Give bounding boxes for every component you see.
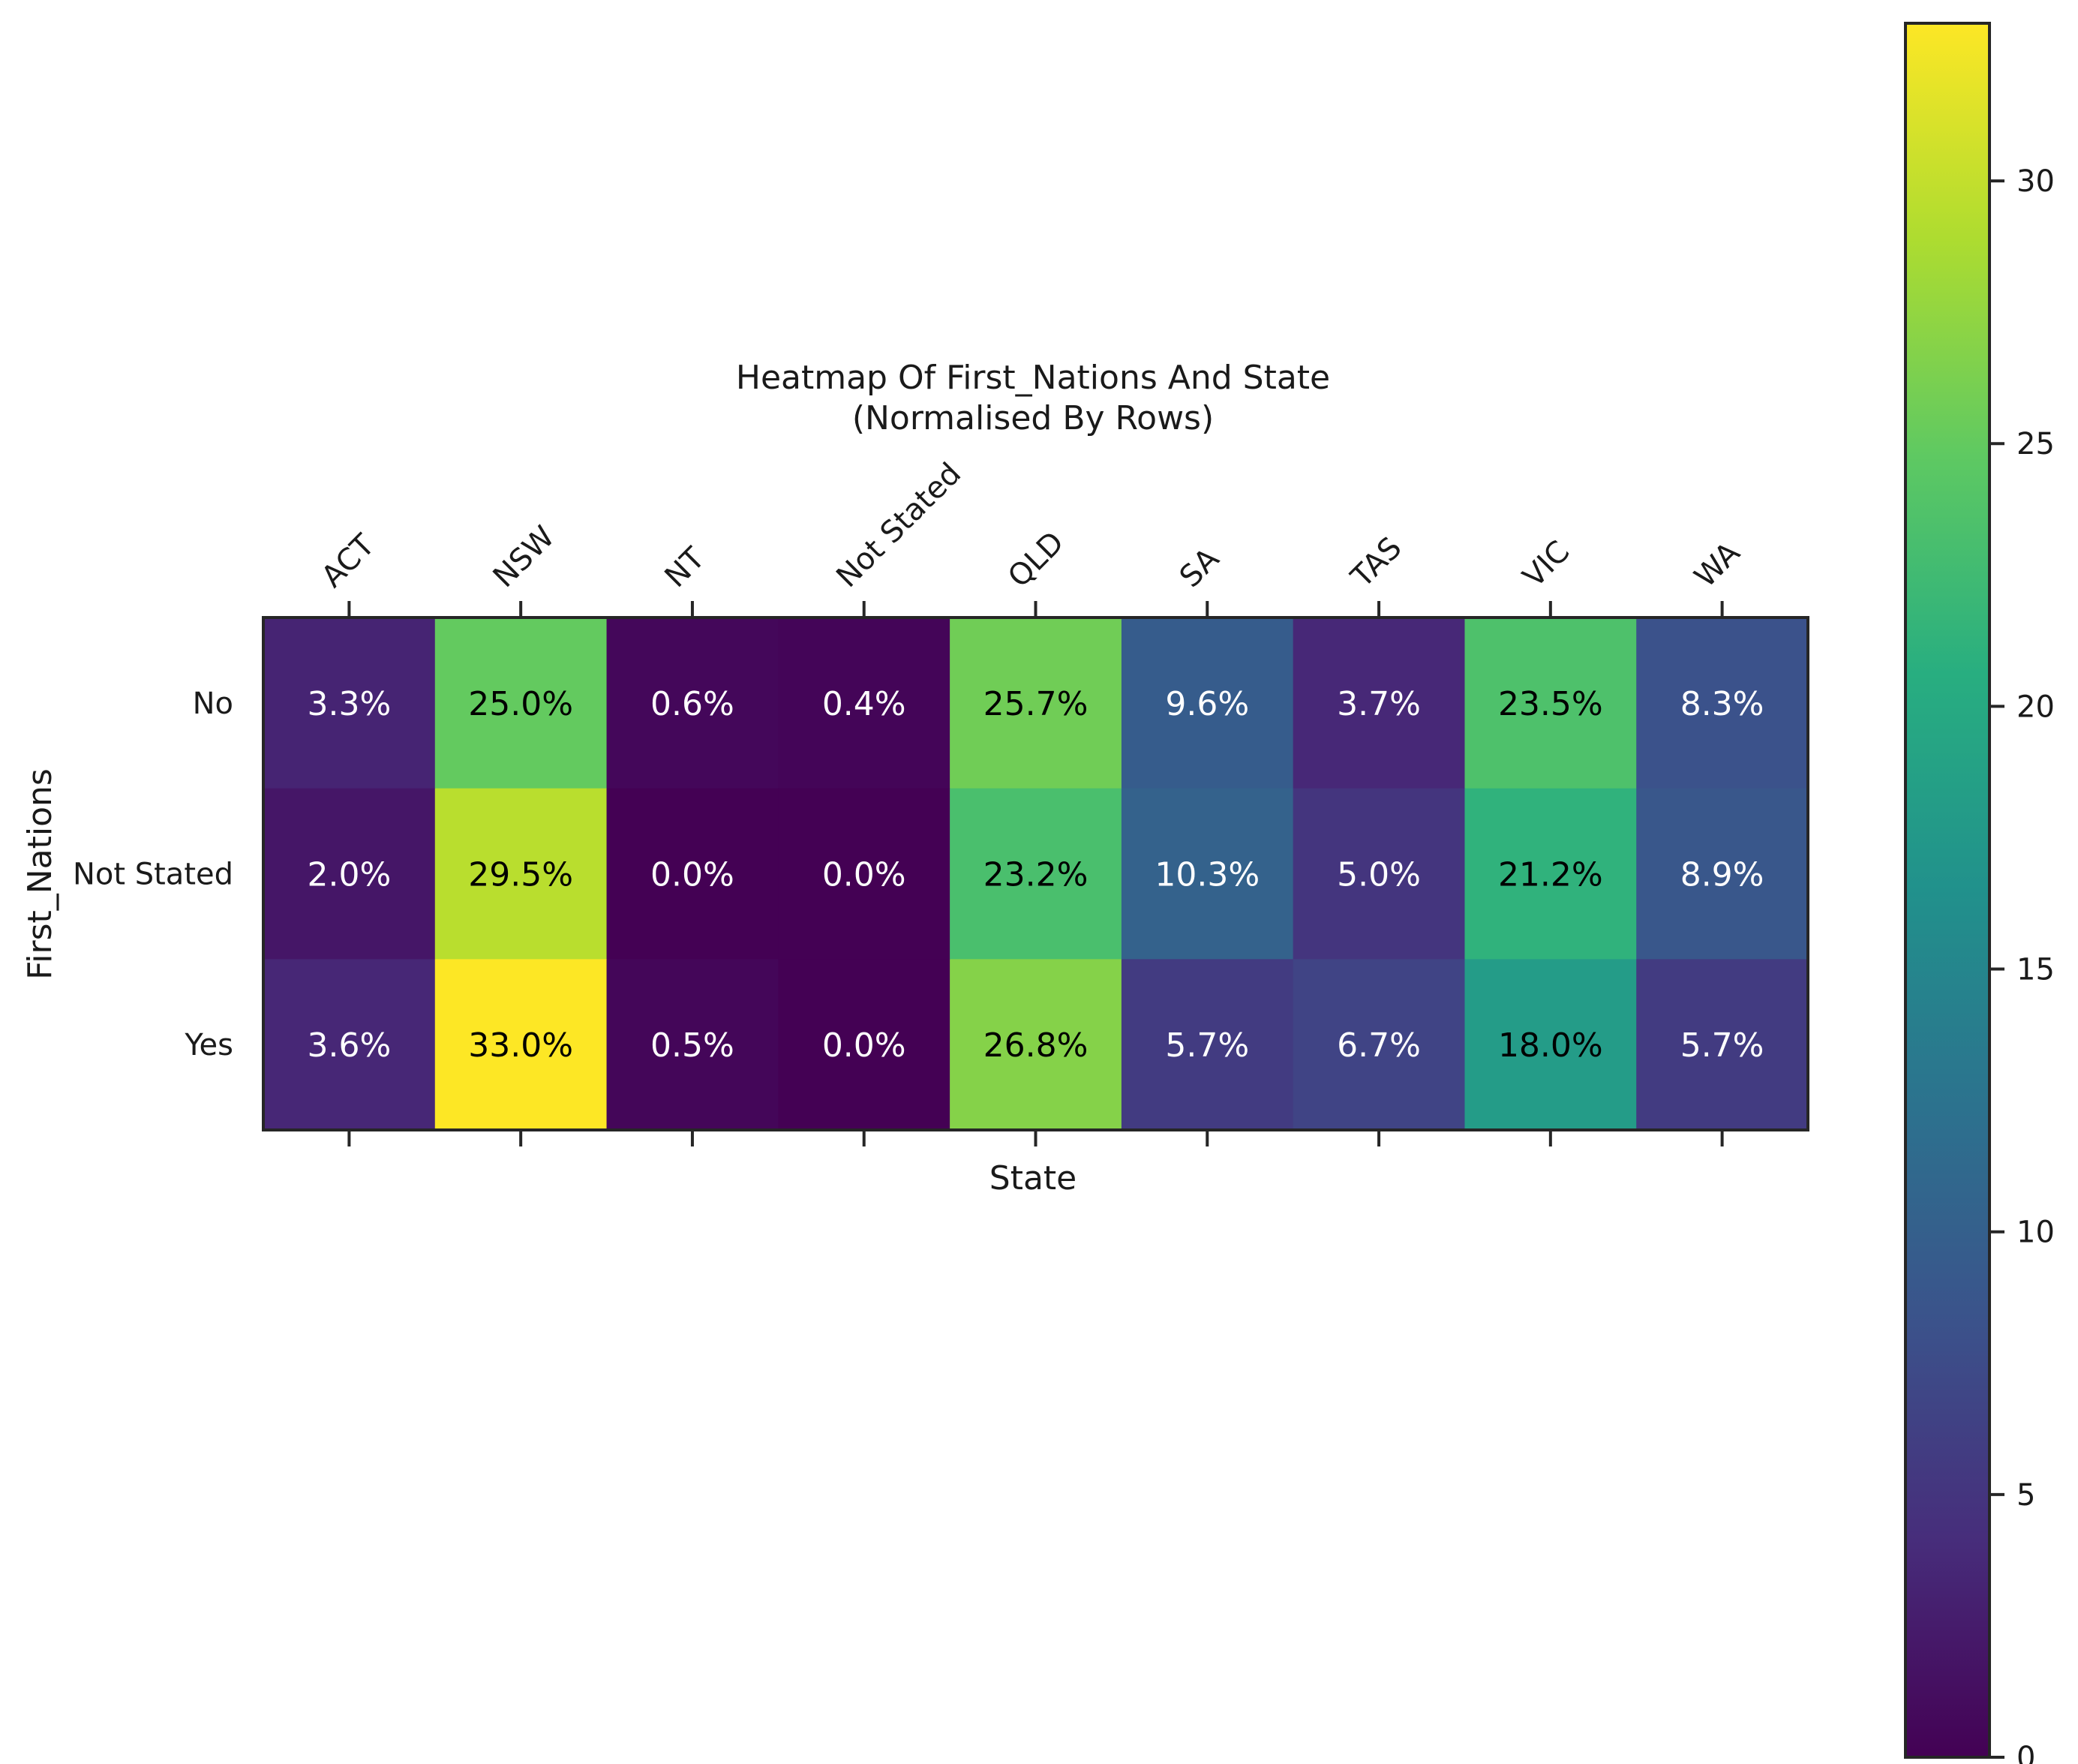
colorbar-tick-label: 15 [2016, 953, 2055, 987]
cell-value-label: 3.3% [307, 685, 391, 723]
x-tick-label: SA [1173, 541, 1227, 594]
heatmap-cell [950, 959, 1122, 1131]
cell-value-label: 8.9% [1680, 856, 1764, 894]
heatmap-cell [1121, 959, 1294, 1131]
y-tick-label: Yes [184, 1028, 233, 1062]
cell-value-label: 25.0% [468, 685, 573, 723]
y-axis-tick-labels: No Not Stated Yes [73, 687, 233, 1062]
cell-value-label: 8.3% [1680, 685, 1764, 723]
heatmap-cell [778, 959, 950, 1131]
cell-value-label: 23.5% [1498, 685, 1603, 723]
cell-value-label: 23.2% [983, 856, 1089, 894]
cell-value-label: 10.3% [1155, 856, 1260, 894]
chart-title: Heatmap Of First_Nations And State (Norm… [736, 359, 1330, 437]
cell-value-label: 0.0% [822, 856, 906, 894]
x-axis-ticks [347, 601, 1724, 1146]
heatmap-cell [1293, 959, 1466, 1131]
x-tick-label: TAS [1344, 530, 1409, 595]
chart-title-line-2: (Normalised By Rows) [852, 399, 1214, 437]
colorbar-tick-label: 30 [2016, 164, 2055, 199]
y-tick-label: Not Stated [73, 858, 233, 892]
x-tick-label: VIC [1516, 534, 1576, 594]
cell-value-label: 5.0% [1337, 856, 1421, 894]
colorbar-tick-label: 0 [2016, 1741, 2035, 1764]
cell-value-label: 3.6% [307, 1026, 391, 1065]
heatmap-cell [1636, 788, 1809, 960]
heatmap-cell [606, 618, 779, 789]
heatmap-cell [1636, 959, 1809, 1131]
x-tick-label: NT [658, 541, 711, 594]
cell-value-label: 6.7% [1337, 1026, 1421, 1065]
heatmap-cell [778, 618, 950, 789]
x-tick-label: Not Stated [830, 456, 968, 594]
heatmap-cells [263, 618, 1809, 1131]
x-tick-label: WA [1688, 535, 1747, 594]
heatmap-cell [1293, 618, 1466, 789]
heatmap-cell [606, 788, 779, 960]
x-tick-label: NSW [487, 519, 562, 594]
colorbar-tick-label: 25 [2016, 427, 2055, 461]
cell-value-label: 26.8% [983, 1026, 1089, 1065]
heatmap-cell [1293, 788, 1466, 960]
cell-value-label: 0.0% [650, 856, 734, 894]
y-axis-label: First_Nations [21, 768, 59, 980]
colorbar-tick-label: 20 [2016, 690, 2055, 724]
heatmap-cell [1121, 618, 1294, 789]
heatmap-cell-labels: 3.3% 25.0% 0.6% 0.4% 25.7% 9.6% 3.7% 23.5% 8.3% 2… [307, 685, 1764, 1065]
cell-value-label: 3.7% [1337, 685, 1421, 723]
cell-value-label: 0.6% [650, 685, 734, 723]
x-axis-label: State [989, 1159, 1077, 1198]
heatmap-cell [434, 788, 608, 960]
cell-value-label: 21.2% [1498, 856, 1603, 894]
x-tick-label: QLD [1001, 525, 1071, 594]
colorbar-tick-label: 5 [2016, 1478, 2035, 1513]
colorbar-ticks: 0 5 10 15 20 25 30 [1989, 164, 2055, 1764]
cell-value-label: 5.7% [1165, 1026, 1249, 1065]
heatmap-cell [434, 959, 608, 1131]
cell-value-label: 9.6% [1165, 685, 1249, 723]
cell-value-label: 29.5% [468, 856, 573, 894]
y-tick-label: No [193, 687, 233, 721]
heatmap-cell [1464, 618, 1637, 789]
chart-title-line-1: Heatmap Of First_Nations And State [736, 359, 1330, 397]
heatmap-cell [263, 959, 436, 1131]
heatmap-cell [263, 618, 436, 789]
heatmap-cell [606, 959, 779, 1131]
cell-value-label: 25.7% [983, 685, 1089, 723]
heatmap-cell [1121, 788, 1294, 960]
colorbar-gradient [1905, 23, 1989, 1757]
heatmap-cell [950, 618, 1122, 789]
cell-value-label: 18.0% [1498, 1026, 1603, 1065]
cell-value-label: 0.4% [822, 685, 906, 723]
cell-value-label: 0.5% [650, 1026, 734, 1065]
heatmap-cell [950, 788, 1122, 960]
colorbar-tick-label: 10 [2016, 1216, 2055, 1250]
cell-value-label: 5.7% [1680, 1026, 1764, 1065]
heatmap-cell [263, 788, 436, 960]
cell-value-label: 33.0% [468, 1026, 573, 1065]
cell-value-label: 0.0% [822, 1026, 906, 1065]
heatmap-cell [778, 788, 950, 960]
heatmap-cell [434, 618, 608, 789]
cell-value-label: 2.0% [307, 856, 391, 894]
heatmap-cell [1464, 788, 1637, 960]
x-tick-label: ACT [315, 527, 382, 594]
x-axis-tick-labels: ACT NSW NT Not Stated QLD SA TAS VIC WA [315, 456, 1747, 595]
heatmap-cell [1636, 618, 1809, 789]
heatmap-cell [1464, 959, 1637, 1131]
colorbar-frame [1904, 22, 1991, 1759]
